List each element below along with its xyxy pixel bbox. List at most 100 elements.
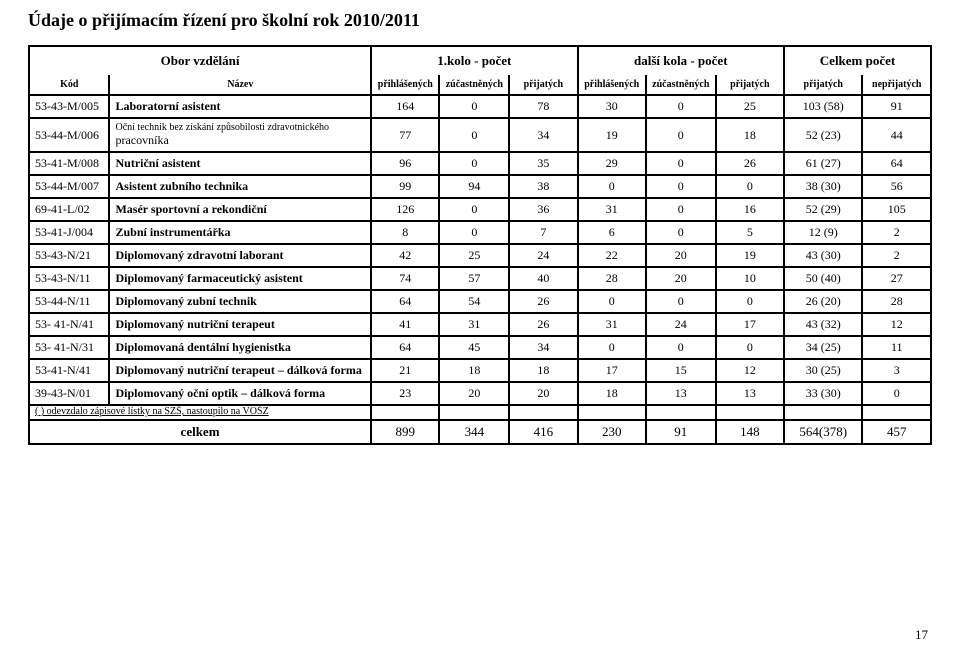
row-value: 61 (27) — [784, 152, 862, 175]
row-value: 43 (30) — [784, 244, 862, 267]
row-code: 53-43-N/21 — [29, 244, 109, 267]
row-value: 24 — [509, 244, 577, 267]
empty-cell — [439, 405, 509, 420]
row-code: 53-41-N/41 — [29, 359, 109, 382]
row-value: 44 — [862, 118, 931, 152]
row-value: 0 — [439, 221, 509, 244]
row-value: 0 — [646, 198, 716, 221]
row-value: 36 — [509, 198, 577, 221]
admissions-table: Obor vzdělání 1.kolo - počet další kola … — [28, 45, 932, 445]
row-value: 5 — [716, 221, 784, 244]
table-header-top: Obor vzdělání 1.kolo - počet další kola … — [29, 46, 931, 75]
row-value: 28 — [578, 267, 646, 290]
row-value: 34 — [509, 118, 577, 152]
row-value: 50 (40) — [784, 267, 862, 290]
row-value: 31 — [578, 198, 646, 221]
row-value: 18 — [578, 382, 646, 405]
row-value: 8 — [371, 221, 439, 244]
totals-v3: 230 — [578, 420, 646, 444]
row-value: 96 — [371, 152, 439, 175]
row-code: 53-44-M/007 — [29, 175, 109, 198]
empty-cell — [716, 405, 784, 420]
row-value: 23 — [371, 382, 439, 405]
page-title: Údaje o přijímacím řízení pro školní rok… — [28, 10, 932, 31]
row-value: 17 — [578, 359, 646, 382]
row-value: 57 — [439, 267, 509, 290]
row-code: 53-43-M/005 — [29, 95, 109, 118]
totals-v4: 91 — [646, 420, 716, 444]
row-value: 52 (29) — [784, 198, 862, 221]
row-name: Diplomovaný oční optik – dálková forma — [109, 382, 371, 405]
empty-cell — [862, 405, 931, 420]
hdr-c4: přihlášených — [578, 75, 646, 95]
row-value: 17 — [716, 313, 784, 336]
row-value: 18 — [716, 118, 784, 152]
row-value: 26 — [509, 313, 577, 336]
row-value: 64 — [371, 290, 439, 313]
empty-cell — [784, 405, 862, 420]
row-value: 16 — [716, 198, 784, 221]
row-value: 31 — [578, 313, 646, 336]
totals-v1: 344 — [439, 420, 509, 444]
row-value: 0 — [646, 336, 716, 359]
hdr-obor: Obor vzdělání — [29, 46, 371, 75]
row-value: 0 — [439, 152, 509, 175]
row-value: 54 — [439, 290, 509, 313]
hdr-dalsi: další kola - počet — [578, 46, 784, 75]
row-value: 56 — [862, 175, 931, 198]
totals-v6: 564(378) — [784, 420, 862, 444]
row-name: Diplomovaná dentální hygienistka — [109, 336, 371, 359]
row-value: 29 — [578, 152, 646, 175]
table-header-sub: Kód Název přihlášených zúčastněných přij… — [29, 75, 931, 95]
row-value: 18 — [439, 359, 509, 382]
row-value: 0 — [646, 95, 716, 118]
row-value: 105 — [862, 198, 931, 221]
hdr-celkem: Celkem počet — [784, 46, 931, 75]
table-row: 53-43-M/005Laboratorní asistent164078300… — [29, 95, 931, 118]
row-value: 12 — [862, 313, 931, 336]
row-value: 10 — [716, 267, 784, 290]
hdr-c1: přihlášených — [371, 75, 439, 95]
row-value: 103 (58) — [784, 95, 862, 118]
empty-cell — [646, 405, 716, 420]
row-value: 35 — [509, 152, 577, 175]
table-row: 53-43-N/21Diplomovaný zdravotní laborant… — [29, 244, 931, 267]
row-value: 164 — [371, 95, 439, 118]
row-value: 0 — [646, 152, 716, 175]
row-name: Diplomovaný farmaceutický asistent — [109, 267, 371, 290]
table-row: 39-43-N/01Diplomovaný oční optik – dálko… — [29, 382, 931, 405]
row-value: 20 — [439, 382, 509, 405]
hdr-c3: přijatých — [509, 75, 577, 95]
row-value: 19 — [578, 118, 646, 152]
totals-row: celkem 899 344 416 230 91 148 564(378) 4… — [29, 420, 931, 444]
table-row: 53-43-N/11Diplomovaný farmaceutický asis… — [29, 267, 931, 290]
footnote-row: ( ) odevzdalo zápisové lístky na SZŠ, na… — [29, 405, 931, 420]
row-value: 28 — [862, 290, 931, 313]
row-value: 6 — [578, 221, 646, 244]
row-value: 22 — [578, 244, 646, 267]
row-value: 94 — [439, 175, 509, 198]
row-value: 26 — [509, 290, 577, 313]
table-row: 53-41-M/008Nutriční asistent960352902661… — [29, 152, 931, 175]
row-value: 3 — [862, 359, 931, 382]
empty-cell — [578, 405, 646, 420]
row-name: Laboratorní asistent — [109, 95, 371, 118]
row-value: 31 — [439, 313, 509, 336]
row-name: Diplomovaný nutriční terapeut — [109, 313, 371, 336]
row-value: 77 — [371, 118, 439, 152]
row-value: 64 — [371, 336, 439, 359]
row-value: 34 (25) — [784, 336, 862, 359]
hdr-c5: zúčastněných — [646, 75, 716, 95]
page-number: 17 — [915, 627, 928, 643]
row-value: 91 — [862, 95, 931, 118]
row-value: 126 — [371, 198, 439, 221]
page: Údaje o přijímacím řízení pro školní rok… — [0, 0, 960, 649]
row-value: 64 — [862, 152, 931, 175]
row-value: 20 — [646, 244, 716, 267]
footnote-text: ( ) odevzdalo zápisové lístky na SZŠ, na… — [29, 405, 371, 420]
totals-v2: 416 — [509, 420, 577, 444]
row-code: 53-43-N/11 — [29, 267, 109, 290]
row-value: 2 — [862, 244, 931, 267]
row-value: 99 — [371, 175, 439, 198]
row-value: 27 — [862, 267, 931, 290]
